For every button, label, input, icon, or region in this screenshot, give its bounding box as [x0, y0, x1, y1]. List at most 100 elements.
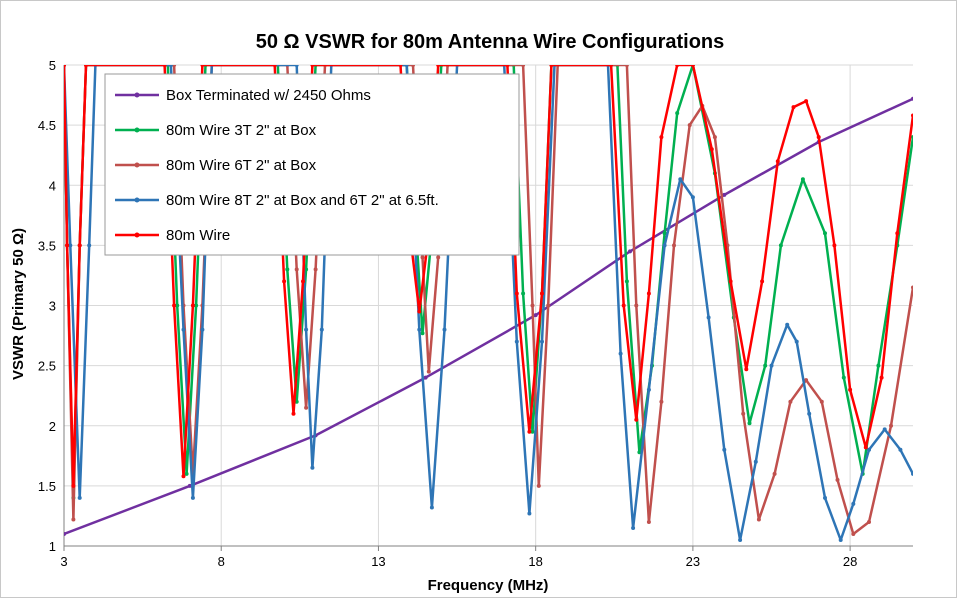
data-point [778, 243, 783, 248]
x-tick-label: 23 [686, 554, 700, 569]
data-point [911, 96, 913, 101]
series-0 [64, 96, 913, 536]
data-point [863, 445, 868, 450]
data-point [71, 517, 76, 522]
data-point [835, 477, 840, 482]
data-point [533, 313, 538, 318]
legend-marker [134, 232, 140, 238]
data-point [911, 471, 913, 476]
data-point [294, 267, 299, 272]
data-point [442, 327, 447, 332]
data-point [417, 309, 422, 314]
data-point [851, 532, 856, 536]
y-tick-label: 3.5 [38, 238, 56, 253]
data-point [816, 135, 821, 140]
data-point [184, 471, 189, 476]
data-point [282, 279, 287, 284]
data-point [646, 291, 651, 296]
data-point [168, 65, 173, 67]
data-point [200, 65, 205, 67]
legend-item: Box Terminated w/ 2450 Ohms [115, 87, 371, 104]
x-tick-label: 28 [843, 554, 857, 569]
data-point [738, 538, 743, 542]
data-point [540, 291, 544, 296]
legend-label: 80m Wire 3T 2" at Box [166, 122, 317, 139]
data-point [678, 177, 683, 182]
data-point [436, 65, 441, 67]
data-point [609, 65, 614, 67]
data-point [772, 471, 777, 476]
y-tick-label: 2.5 [38, 359, 56, 374]
data-point [272, 65, 277, 67]
data-point [190, 303, 195, 308]
data-point [911, 113, 913, 118]
data-point [785, 322, 790, 327]
legend-item: 80m Wire [115, 227, 230, 244]
series-lines [64, 65, 913, 542]
data-point [398, 65, 403, 67]
data-point [832, 243, 837, 248]
data-point [521, 65, 526, 67]
legend-item: 80m Wire 8T 2" at Box and 6T 2" at 6.5ft… [115, 192, 439, 209]
data-point [672, 243, 676, 248]
data-point [530, 429, 535, 434]
data-point [426, 369, 431, 374]
data-point [791, 105, 796, 110]
data-point [319, 327, 324, 332]
data-point [420, 255, 425, 260]
data-point [675, 111, 680, 116]
data-point [775, 159, 780, 164]
data-point [841, 375, 846, 380]
data-point [65, 243, 70, 248]
data-point [175, 303, 180, 308]
data-point [404, 65, 409, 67]
legend-item: 80m Wire 6T 2" at Box [115, 157, 317, 174]
data-point [628, 249, 632, 254]
data-point [429, 505, 434, 510]
data-point [527, 429, 532, 434]
data-point [741, 411, 746, 416]
legend-label: Box Terminated w/ 2450 Ohms [166, 87, 371, 104]
data-point [911, 135, 913, 140]
data-point [807, 411, 812, 416]
data-point [646, 387, 651, 392]
data-point [728, 279, 733, 284]
data-point [190, 495, 195, 500]
y-tick-label: 5 [49, 58, 56, 73]
data-point [747, 421, 752, 426]
data-point [417, 327, 422, 332]
chart-title: 50 Ω VSWR for 80m Antenna Wire Configura… [256, 31, 725, 53]
legend-item: 80m Wire 3T 2" at Box [115, 122, 317, 139]
data-point [162, 65, 167, 67]
x-tick-label: 18 [528, 554, 542, 569]
data-point [794, 339, 799, 344]
y-tick-label: 2 [49, 419, 56, 434]
data-point [194, 303, 199, 308]
data-point [631, 526, 636, 530]
y-tick-label: 1 [49, 539, 56, 554]
data-point [181, 327, 186, 332]
legend-box [104, 73, 520, 256]
data-point [618, 351, 623, 356]
data-point [662, 231, 667, 236]
data-point [301, 279, 305, 284]
legend-label: 80m Wire [166, 227, 230, 244]
data-point [200, 327, 205, 332]
data-point [895, 231, 900, 236]
data-point [763, 363, 768, 368]
legend-marker [134, 92, 140, 98]
data-point [722, 192, 727, 197]
data-point [659, 135, 664, 140]
data-point [898, 447, 903, 452]
data-point [634, 303, 639, 308]
data-point [867, 447, 871, 452]
data-point [294, 399, 299, 404]
data-point [911, 285, 913, 290]
series-4 [64, 65, 913, 488]
data-point [514, 291, 519, 296]
data-point [285, 267, 290, 272]
data-point [621, 303, 626, 308]
data-point [882, 427, 887, 432]
